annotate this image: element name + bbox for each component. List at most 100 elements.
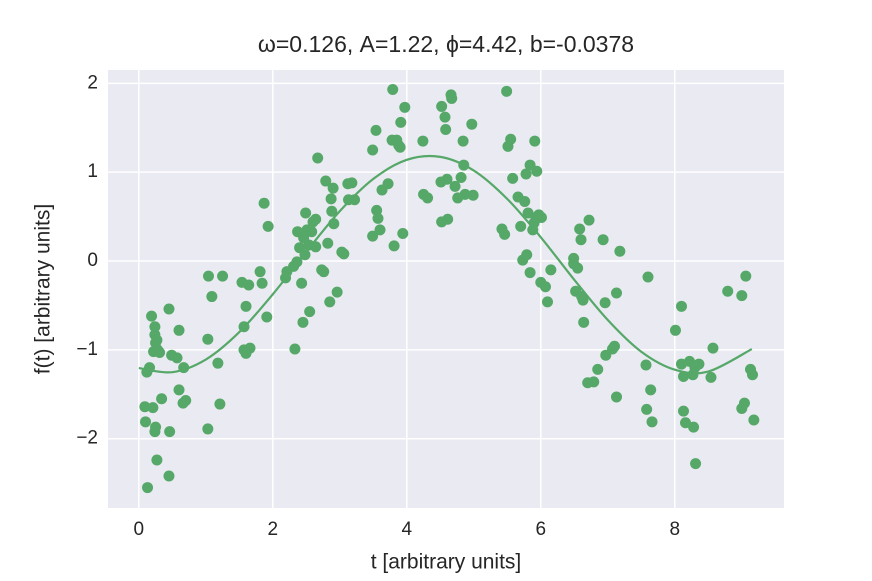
x-axis-label: t [arbitrary units] — [371, 551, 522, 574]
data-point — [531, 165, 543, 177]
data-point — [680, 417, 692, 429]
data-point — [572, 262, 584, 274]
x-tick-label: 6 — [536, 519, 547, 540]
y-tick-label: −2 — [76, 428, 98, 449]
data-point — [394, 141, 406, 153]
data-point — [156, 393, 168, 405]
data-point — [173, 324, 185, 336]
y-tick-label: 1 — [87, 161, 98, 182]
data-point — [669, 324, 681, 336]
data-point — [326, 205, 338, 217]
data-point — [367, 230, 379, 242]
data-point — [304, 306, 316, 318]
data-point — [164, 426, 176, 438]
x-tick-label: 4 — [402, 519, 413, 540]
data-point — [611, 391, 623, 403]
data-point — [289, 343, 301, 355]
data-point — [599, 297, 611, 309]
data-point — [149, 426, 161, 438]
data-point — [202, 270, 214, 282]
data-point — [578, 316, 590, 328]
data-point — [688, 421, 700, 433]
data-point — [740, 270, 752, 282]
data-point — [325, 193, 337, 205]
data-point — [640, 359, 652, 371]
data-point — [240, 300, 252, 312]
data-point — [367, 144, 379, 156]
data-point — [722, 285, 734, 297]
fit-line — [138, 154, 753, 375]
data-point — [310, 213, 322, 225]
data-point — [466, 118, 478, 130]
data-point — [574, 223, 586, 235]
data-point — [522, 207, 534, 219]
data-point — [338, 248, 350, 260]
data-point — [171, 352, 183, 364]
data-point — [244, 342, 256, 354]
data-point — [163, 303, 175, 315]
data-point — [583, 214, 595, 226]
data-point — [675, 300, 687, 312]
data-point — [446, 92, 458, 104]
data-point — [611, 287, 623, 299]
data-point — [738, 397, 750, 409]
data-point — [173, 384, 185, 396]
data-point — [297, 316, 309, 328]
data-point — [140, 416, 152, 428]
data-point — [139, 401, 151, 413]
data-point — [505, 133, 517, 145]
data-point — [346, 177, 358, 189]
data-point — [707, 342, 719, 354]
y-tick-label: 0 — [87, 250, 98, 271]
data-point — [455, 172, 467, 184]
x-tick-label: 8 — [670, 519, 681, 540]
data-point — [142, 482, 154, 494]
data-point — [388, 240, 400, 252]
data-point — [736, 290, 748, 302]
data-point — [320, 175, 332, 187]
data-point — [206, 291, 218, 303]
data-point — [300, 207, 312, 219]
y-tick-label: −1 — [76, 339, 98, 360]
data-point — [254, 266, 266, 278]
x-tick-label: 2 — [268, 519, 279, 540]
data-point — [499, 228, 511, 240]
data-point — [646, 416, 658, 428]
plot-area — [108, 70, 784, 508]
data-point — [324, 296, 336, 308]
data-point — [399, 101, 411, 113]
data-point — [163, 470, 175, 482]
data-point — [678, 405, 690, 417]
data-point — [515, 220, 527, 232]
data-point — [146, 310, 158, 322]
data-point — [212, 357, 224, 369]
data-point — [147, 402, 159, 414]
data-point — [575, 234, 587, 246]
data-point — [256, 277, 268, 289]
data-point — [202, 423, 214, 435]
data-point — [449, 180, 461, 192]
data-point — [395, 116, 407, 128]
data-point — [331, 286, 343, 298]
data-point — [529, 135, 541, 147]
data-point — [312, 152, 324, 164]
data-point — [467, 189, 479, 201]
data-point — [382, 178, 394, 190]
data-point — [258, 197, 270, 209]
data-point — [374, 224, 386, 236]
data-point — [608, 340, 620, 352]
data-point — [519, 195, 531, 207]
data-point — [151, 454, 163, 466]
chart-title: ω=0.126, A=1.22, ϕ=4.42, b=-0.0378 — [258, 31, 634, 57]
data-point — [154, 347, 166, 359]
data-point — [397, 227, 409, 239]
data-point — [262, 220, 274, 232]
data-point — [214, 398, 226, 410]
data-point — [642, 271, 654, 283]
data-point — [524, 267, 536, 279]
data-point — [535, 211, 547, 223]
data-point — [501, 85, 513, 97]
data-point — [436, 100, 448, 112]
